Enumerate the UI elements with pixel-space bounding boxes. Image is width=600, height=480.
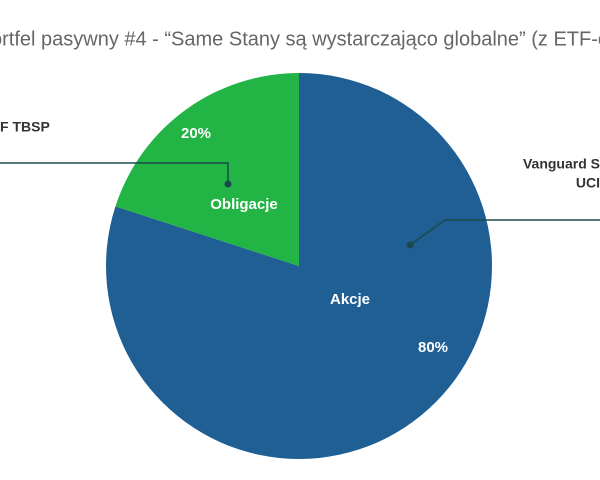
callout-dot <box>406 241 414 249</box>
callout-label: Vanguard S <box>523 156 600 172</box>
callout-line <box>0 162 229 183</box>
pie-slice <box>115 73 299 266</box>
chart-title: ortfel pasywny #4 - “Same Stany są wysta… <box>0 28 600 50</box>
callout-dot <box>224 180 232 188</box>
callout-line <box>409 219 600 246</box>
callout-label: UCI <box>576 175 600 191</box>
slice-label: Akcje <box>330 291 370 308</box>
callout-label: F TBSP <box>0 119 50 135</box>
slice-label: Obligacje <box>210 196 278 213</box>
slice-value-label: 20% <box>181 125 211 142</box>
slice-value-label: 80% <box>418 339 448 356</box>
